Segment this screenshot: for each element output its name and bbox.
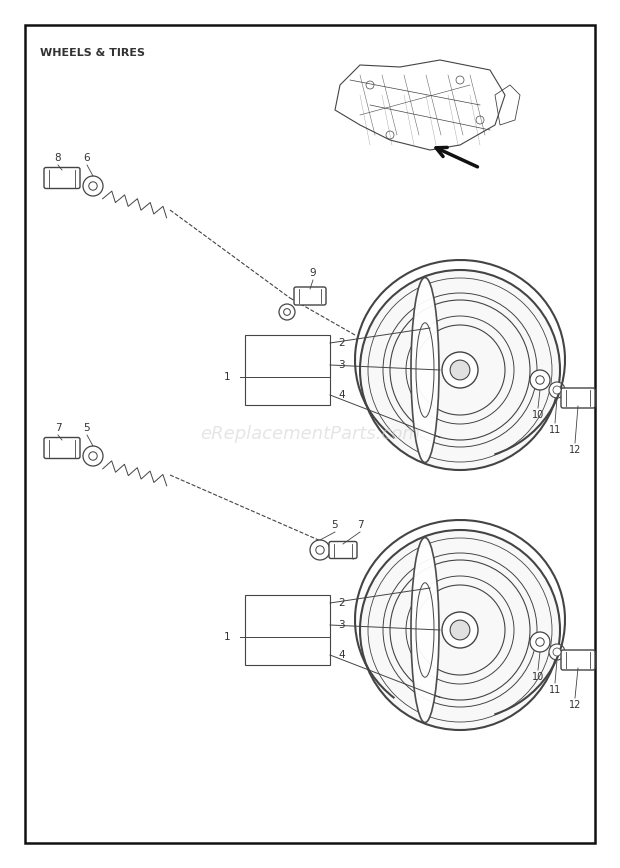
Text: 3: 3: [338, 360, 345, 370]
Text: 10: 10: [532, 410, 544, 420]
Circle shape: [549, 644, 565, 660]
Text: 3: 3: [338, 620, 345, 630]
Circle shape: [442, 612, 478, 648]
Ellipse shape: [411, 537, 439, 722]
Circle shape: [89, 181, 97, 190]
Ellipse shape: [411, 278, 439, 463]
Text: 10: 10: [532, 672, 544, 682]
Circle shape: [553, 386, 561, 394]
Text: 5: 5: [332, 520, 339, 530]
FancyBboxPatch shape: [329, 542, 357, 558]
Text: 12: 12: [569, 445, 581, 455]
Circle shape: [536, 638, 544, 646]
Text: 1: 1: [224, 372, 230, 382]
Circle shape: [360, 530, 560, 730]
Text: eReplacementParts.com: eReplacementParts.com: [200, 425, 420, 443]
Circle shape: [536, 376, 544, 385]
Circle shape: [450, 360, 470, 380]
Circle shape: [316, 546, 324, 554]
Text: 9: 9: [309, 268, 316, 278]
Text: 6: 6: [84, 153, 91, 163]
Circle shape: [442, 352, 478, 388]
Text: 5: 5: [84, 423, 91, 433]
FancyBboxPatch shape: [294, 287, 326, 305]
Circle shape: [83, 176, 103, 196]
Circle shape: [283, 309, 290, 315]
FancyBboxPatch shape: [561, 650, 595, 670]
Text: 7: 7: [356, 520, 363, 530]
Text: 11: 11: [549, 425, 561, 435]
Bar: [245, 595, 330, 665]
Text: 7: 7: [55, 423, 61, 433]
Circle shape: [530, 370, 550, 390]
Circle shape: [310, 540, 330, 560]
Text: 11: 11: [549, 685, 561, 695]
Text: 2: 2: [338, 598, 345, 608]
FancyBboxPatch shape: [44, 437, 80, 458]
Bar: [245, 335, 330, 405]
Circle shape: [450, 620, 470, 640]
Circle shape: [360, 270, 560, 470]
FancyBboxPatch shape: [44, 168, 80, 188]
Circle shape: [279, 304, 295, 320]
Circle shape: [530, 632, 550, 652]
Circle shape: [89, 452, 97, 460]
Text: 8: 8: [55, 153, 61, 163]
Text: WHEELS & TIRES: WHEELS & TIRES: [40, 48, 145, 58]
Text: 12: 12: [569, 700, 581, 710]
FancyBboxPatch shape: [561, 388, 595, 408]
Text: 4: 4: [338, 650, 345, 660]
Circle shape: [553, 648, 561, 656]
Text: 1: 1: [224, 632, 230, 642]
Circle shape: [549, 382, 565, 398]
Text: 4: 4: [338, 390, 345, 400]
Text: 2: 2: [338, 338, 345, 348]
Circle shape: [83, 446, 103, 466]
